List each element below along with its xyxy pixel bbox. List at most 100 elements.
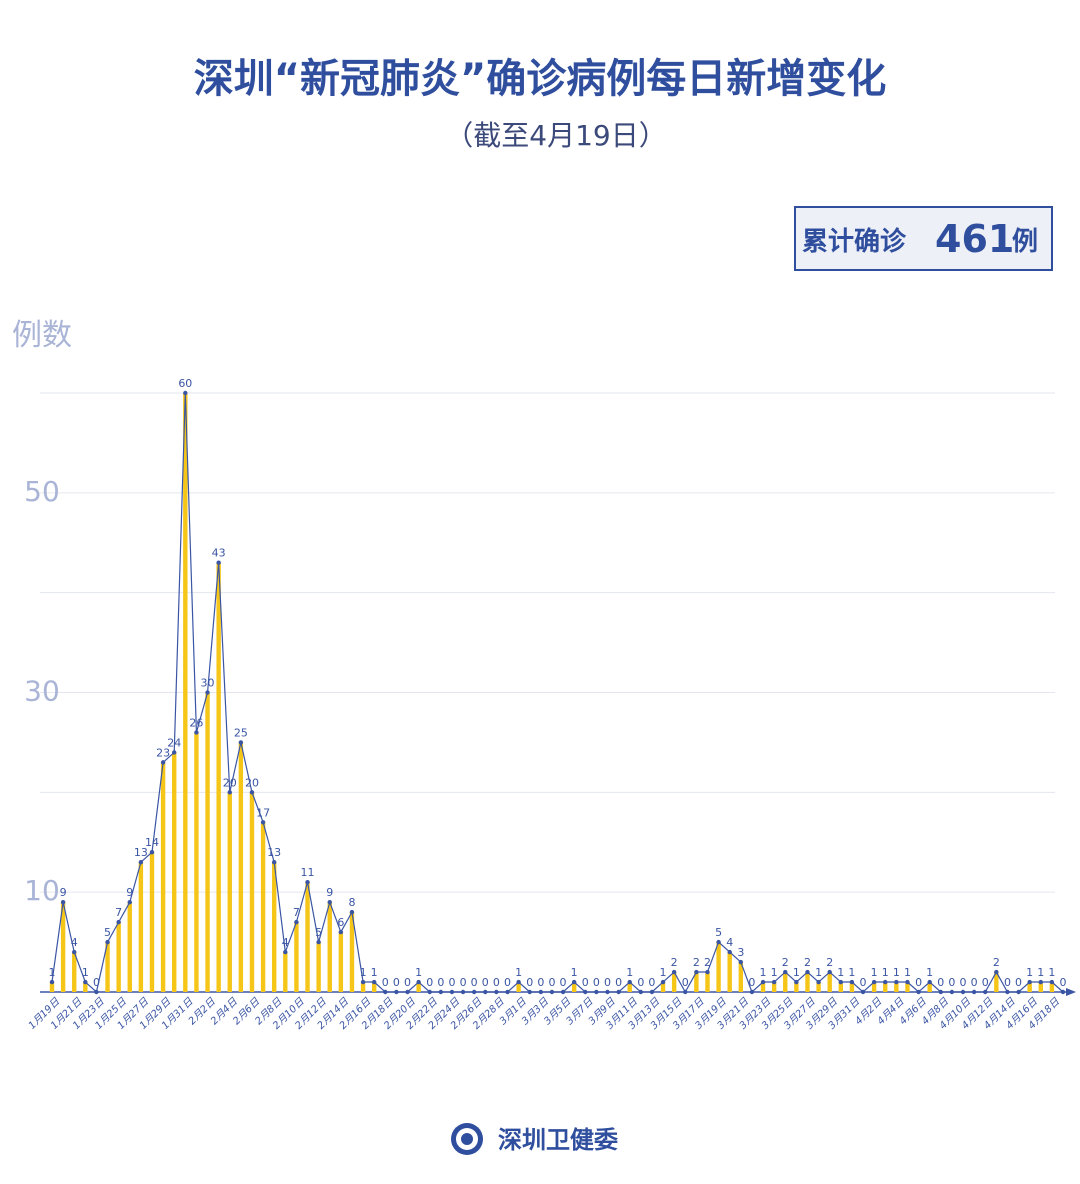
bar [849, 982, 855, 992]
bar [238, 742, 244, 992]
point [238, 740, 244, 745]
value-label: 0 [1015, 976, 1022, 989]
value-label: 2 [993, 956, 1000, 969]
bar [1049, 982, 1055, 992]
value-label: 2 [671, 956, 678, 969]
point [460, 989, 466, 995]
value-label: 0 [937, 976, 944, 989]
bar [571, 982, 577, 992]
value-label: 0 [971, 976, 978, 989]
value-label: 0 [504, 976, 511, 989]
bar [627, 982, 632, 992]
point [294, 919, 299, 925]
point [305, 879, 310, 885]
bar [705, 972, 710, 992]
point [249, 790, 255, 795]
point [738, 959, 744, 965]
point [949, 989, 955, 995]
value-label: 0 [560, 976, 567, 989]
point [94, 989, 99, 995]
point [905, 979, 910, 985]
point [894, 979, 899, 985]
point [871, 979, 877, 985]
value-label: 0 [448, 976, 455, 989]
value-label: 0 [748, 976, 755, 989]
bar [827, 972, 832, 992]
bar [205, 692, 210, 992]
value-label: 2 [804, 956, 811, 969]
chart-subtitle: （截至4月19日） [445, 119, 666, 152]
bar [216, 562, 221, 992]
bar [794, 982, 799, 992]
point [471, 989, 477, 995]
point [849, 979, 855, 985]
point [671, 969, 677, 975]
value-label: 0 [93, 976, 100, 989]
value-label: 1 [1026, 966, 1033, 979]
point [538, 989, 544, 995]
total-box [794, 206, 1053, 271]
value-label: 0 [426, 976, 433, 989]
value-label: 0 [537, 976, 544, 989]
bar [349, 912, 355, 992]
bar [294, 922, 299, 992]
value-label: 4 [282, 936, 289, 949]
point [605, 989, 610, 995]
value-label: 1 [1037, 966, 1044, 979]
value-label: 1 [904, 966, 911, 979]
bar [172, 752, 177, 992]
value-label: 0 [948, 976, 955, 989]
point [816, 979, 821, 985]
point [1005, 989, 1010, 995]
value-label: 1 [848, 966, 855, 979]
point [138, 860, 144, 865]
value-label: 11 [301, 866, 315, 879]
value-label: 6 [337, 916, 344, 929]
point [116, 919, 121, 925]
point [705, 969, 710, 975]
value-label: 1 [1048, 966, 1055, 979]
bar [883, 982, 888, 992]
point [749, 989, 755, 995]
point [438, 989, 444, 995]
value-label: 7 [293, 906, 300, 919]
point [394, 989, 399, 995]
bar [116, 922, 121, 992]
point [1038, 979, 1043, 985]
bar [771, 982, 777, 992]
value-label: 0 [582, 976, 589, 989]
value-label: 8 [348, 896, 355, 909]
value-label: 0 [548, 976, 555, 989]
bar [305, 882, 310, 992]
value-label: 1 [882, 966, 889, 979]
point [783, 969, 788, 975]
value-label: 2 [704, 956, 711, 969]
value-label: 25 [234, 726, 248, 739]
point [994, 969, 999, 975]
point [160, 760, 166, 765]
value-label: 23 [156, 746, 170, 759]
point [227, 790, 232, 795]
point [527, 989, 532, 995]
value-label: 0 [1060, 976, 1067, 989]
value-label: 0 [393, 976, 400, 989]
point [727, 949, 732, 955]
value-label: 0 [526, 976, 533, 989]
bar [138, 862, 144, 992]
value-label: 1 [371, 966, 378, 979]
point [638, 989, 644, 995]
point [660, 979, 666, 985]
bar [360, 982, 366, 992]
value-label: 0 [637, 976, 644, 989]
bar [1038, 982, 1043, 992]
point [72, 949, 77, 955]
value-label: 9 [60, 886, 67, 899]
x-axis-arrow [1066, 988, 1076, 996]
bar [994, 972, 999, 992]
value-label: 1 [815, 966, 822, 979]
y-axis-label: 例数 [12, 318, 72, 353]
y-tick-label: 50 [24, 475, 60, 508]
value-label: 1 [82, 966, 89, 979]
value-label: 0 [682, 976, 689, 989]
